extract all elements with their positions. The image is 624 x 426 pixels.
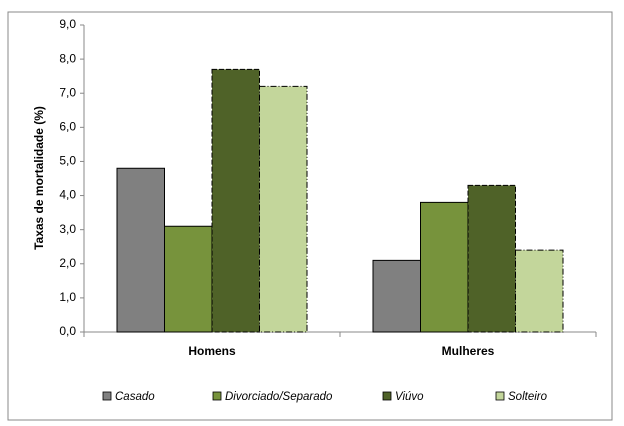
y-tick-label: 3,0 [59,222,76,236]
bar [164,225,213,333]
bar [467,184,516,333]
legend-label: Divorciado/Separado [225,391,333,403]
y-tick-label: 9,0 [59,17,76,31]
bar [116,167,165,333]
legend-swatch [382,391,392,401]
y-axis-title: Taxas de mortalidade (%) [32,106,46,250]
y-tick-label: 6,0 [59,120,76,134]
bar [372,259,421,333]
y-tick-label: 0,0 [59,324,76,338]
legend-swatch [495,391,505,401]
y-tick-label: 1,0 [59,290,76,304]
bar [211,68,260,333]
legend-label: Viúvo [395,391,424,403]
bar [420,201,469,333]
y-tick-label: 2,0 [59,256,76,270]
bar [259,85,308,333]
legend-swatch [212,391,222,401]
y-tick-label: 7,0 [59,85,76,99]
y-tick-label: 8,0 [59,51,76,65]
legend-label: Casado [115,391,155,403]
legend-swatch [102,391,112,401]
y-tick-label: 4,0 [59,188,76,202]
bar [515,249,564,333]
y-tick-label: 5,0 [59,154,76,168]
chart-frame [7,11,613,421]
legend-label: Solteiro [508,391,548,403]
x-tick-label: Mulheres [442,344,495,358]
x-tick-label: Homens [188,344,236,358]
